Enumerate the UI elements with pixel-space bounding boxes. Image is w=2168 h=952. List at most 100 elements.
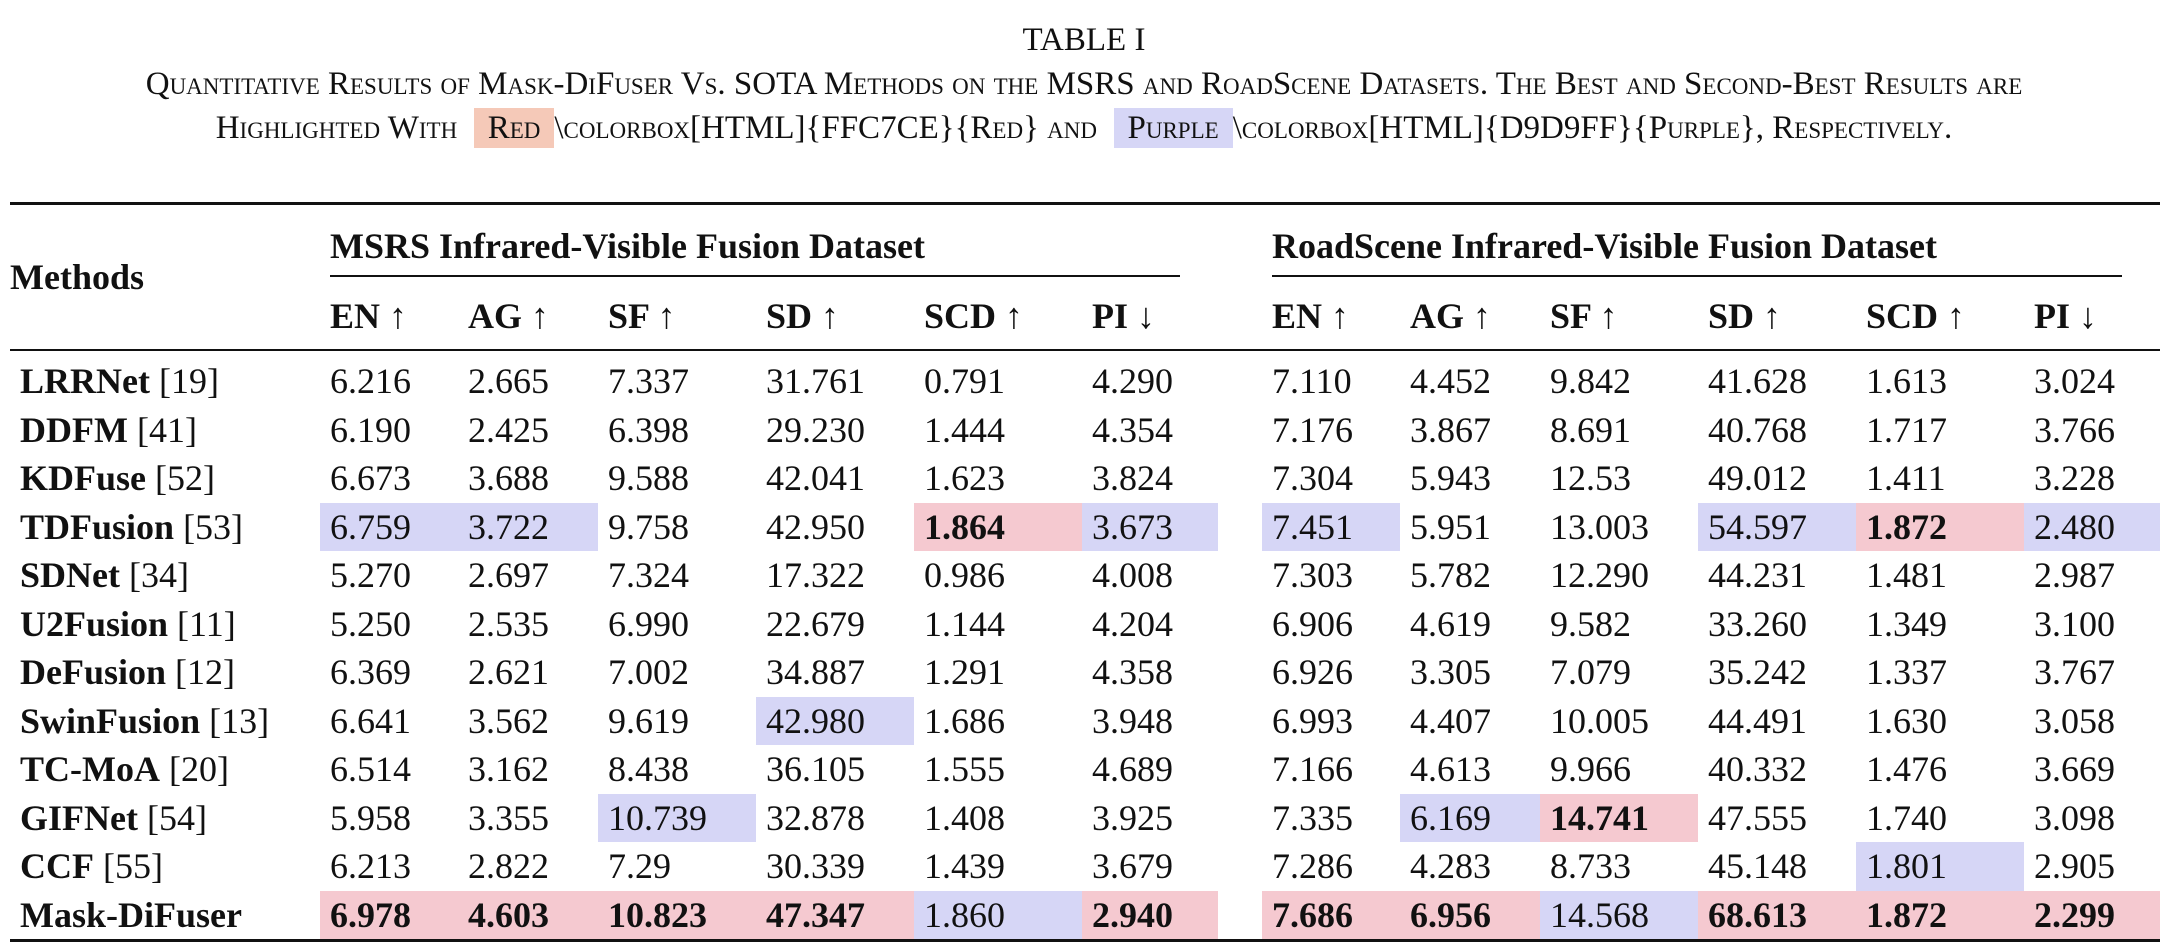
msrs-value-cell: 3.722	[458, 502, 598, 551]
msrs-value-cell: 7.002	[608, 652, 689, 693]
road-value-cell: 1.630	[1866, 700, 1947, 741]
msrs-value-cell: 2.697	[468, 555, 549, 596]
road-value-cell: 2.299	[2024, 890, 2160, 941]
caption-line-1: Quantitative Results of Mask-DiFuser Vs.…	[145, 66, 2023, 102]
msrs-value-cell: 7.337	[608, 361, 689, 402]
msrs-value-cell: 6.369	[330, 652, 411, 693]
msrs-metric-header: AG ↑	[458, 283, 598, 351]
table-row: Mask-DiFuser 6.978 4.603 10.823 47.347 1.860 2…	[10, 890, 2160, 941]
purple-highlight-sample: Purple	[1113, 108, 1233, 148]
road-value-cell: 45.148	[1708, 846, 1807, 887]
msrs-value-cell: 9.758	[608, 506, 689, 547]
msrs-value-cell: 4.358	[1092, 652, 1173, 693]
road-value-cell: 7.166	[1272, 749, 1353, 790]
road-value-cell: 2.905	[2034, 846, 2115, 887]
road-value-cell: 68.613	[1698, 890, 1856, 941]
table-row: SwinFusion [13] 6.641 3.562 9.619 42.980 1.68…	[10, 696, 2160, 745]
msrs-value-cell: 3.673	[1082, 502, 1218, 551]
msrs-value-cell: 3.562	[468, 700, 549, 741]
method-reference: [13]	[209, 700, 270, 741]
msrs-value-cell: 2.940	[1082, 890, 1218, 941]
road-value-cell: 5.943	[1410, 458, 1491, 499]
method-name: U2Fusion [11]	[20, 603, 236, 644]
road-value-cell: 3.766	[2034, 409, 2115, 450]
msrs-value-cell: 6.978	[320, 890, 458, 941]
method-name: DDFM [41]	[20, 409, 197, 450]
results-table: Methods MSRS Infrared-Visible Fusion Dat…	[10, 202, 2160, 942]
red-colorbox-code: \colorbox[HTML]{FFC7CE}{Red} and	[554, 110, 1097, 146]
msrs-value-cell: 7.324	[608, 555, 689, 596]
msrs-value-cell: 31.761	[766, 361, 865, 402]
msrs-value-cell: 3.355	[468, 797, 549, 838]
msrs-value-cell: 6.190	[330, 409, 411, 450]
table-label: TABLE I	[1022, 22, 1146, 58]
msrs-value-cell: 4.354	[1092, 409, 1173, 450]
road-value-cell: 49.012	[1708, 458, 1807, 499]
msrs-value-cell: 2.535	[468, 603, 549, 644]
msrs-value-cell: 4.204	[1092, 603, 1173, 644]
msrs-value-cell: 2.665	[468, 361, 549, 402]
msrs-value-cell: 22.679	[766, 603, 865, 644]
method-name: CCF [55]	[20, 846, 163, 887]
method-reference: [34]	[128, 555, 189, 596]
msrs-value-cell: 9.588	[608, 458, 689, 499]
msrs-value-cell: 5.270	[330, 555, 411, 596]
table-row: U2Fusion [11] 5.250 2.535 6.990 22.679 1.144 4…	[10, 600, 2160, 649]
msrs-value-cell: 10.823	[598, 890, 756, 941]
method-name: SwinFusion [13]	[20, 700, 270, 741]
method-reference: [52]	[155, 458, 215, 499]
road-value-cell: 3.305	[1410, 652, 1491, 693]
msrs-value-cell: 6.514	[330, 749, 411, 790]
msrs-value-cell: 6.398	[608, 409, 689, 450]
msrs-value-cell: 6.759	[320, 502, 458, 551]
msrs-value-cell: 34.887	[766, 652, 865, 693]
method-name: LRRNet [19]	[20, 361, 219, 402]
road-value-cell: 10.005	[1550, 700, 1649, 741]
msrs-value-cell: 42.041	[766, 458, 865, 499]
road-value-cell: 9.966	[1550, 749, 1631, 790]
caption-line-2: Highlighted With Red \colorbox[HTML]{FFC7…	[0, 106, 2168, 150]
road-value-cell: 14.741	[1540, 793, 1698, 842]
red-highlight-sample: Red	[473, 108, 555, 148]
table-caption: TABLE I Quantitative Results of Mask-DiF…	[0, 18, 2168, 150]
method-reference: [11]	[177, 603, 236, 644]
msrs-value-cell: 7.29	[608, 846, 671, 887]
road-value-cell: 2.480	[2024, 502, 2160, 551]
road-value-cell: 1.349	[1866, 603, 1947, 644]
road-value-cell: 4.407	[1410, 700, 1491, 741]
road-value-cell: 6.993	[1272, 700, 1353, 741]
road-value-cell: 40.332	[1708, 749, 1807, 790]
road-value-cell: 14.568	[1540, 890, 1698, 941]
msrs-value-cell: 2.621	[468, 652, 549, 693]
msrs-metric-header: EN ↑	[320, 283, 458, 351]
road-metric-header: EN ↑	[1262, 283, 1400, 351]
road-value-cell: 12.290	[1550, 555, 1649, 596]
road-value-cell: 3.767	[2034, 652, 2115, 693]
method-reference: [12]	[175, 652, 236, 693]
msrs-value-cell: 4.290	[1092, 361, 1173, 402]
purple-colorbox-code: \colorbox[HTML]{D9D9FF}{Purple}, Respect…	[1232, 110, 1953, 146]
table-row: DeFusion [12] 6.369 2.621 7.002 34.887 1.291 4…	[10, 648, 2160, 697]
table-row: TDFusion [53] 6.759 3.722 9.758 42.950 1.864 3…	[10, 502, 2160, 551]
table-row: TC-MoA [20] 6.514 3.162 8.438 36.105 1.555 4.6…	[10, 745, 2160, 794]
road-value-cell: 54.597	[1698, 502, 1856, 551]
road-value-cell: 3.228	[2034, 458, 2115, 499]
road-metric-header: AG ↑	[1400, 283, 1540, 351]
road-value-cell: 40.768	[1708, 409, 1807, 450]
msrs-value-cell: 29.230	[766, 409, 865, 450]
msrs-value-cell: 3.948	[1092, 700, 1173, 741]
roadscene-dataset-header: RoadScene Infrared-Visible Fusion Datase…	[1262, 204, 2160, 284]
road-value-cell: 3.100	[2034, 603, 2115, 644]
method-reference: [53]	[183, 506, 244, 547]
msrs-value-cell: 1.444	[924, 409, 1005, 450]
msrs-value-cell: 42.980	[756, 696, 914, 745]
msrs-value-cell: 6.673	[330, 458, 411, 499]
msrs-value-cell: 6.213	[330, 846, 411, 887]
road-value-cell: 1.717	[1866, 409, 1947, 450]
msrs-value-cell: 3.824	[1092, 458, 1173, 499]
msrs-value-cell: 10.739	[598, 793, 756, 842]
road-metric-header: SCD ↑	[1856, 283, 2024, 351]
road-value-cell: 1.613	[1866, 361, 1947, 402]
msrs-value-cell: 6.216	[330, 361, 411, 402]
road-value-cell: 3.669	[2034, 749, 2115, 790]
